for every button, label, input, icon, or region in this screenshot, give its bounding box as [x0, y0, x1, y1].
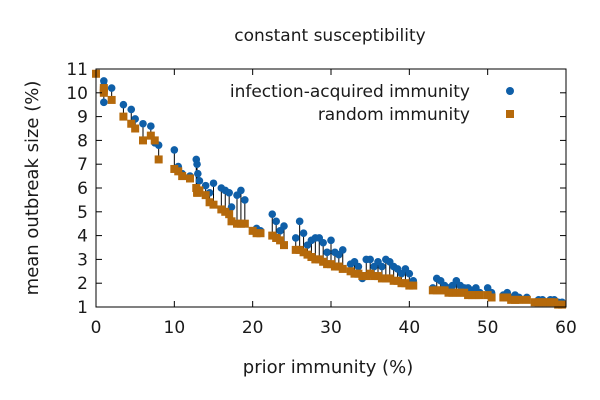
infection-immunity-point: [119, 100, 128, 109]
infection-immunity-point: [225, 188, 233, 197]
series-infection-acquired-immunity: [92, 69, 566, 307]
x-tick-label: 0: [91, 318, 102, 338]
random-immunity-point: [154, 155, 163, 164]
random-immunity-point: [195, 186, 204, 195]
x-axis-ticks: 0 10 20 30 40 50 60: [91, 69, 577, 338]
infection-immunity-point: [147, 122, 155, 130]
infection-immunity-point: [295, 217, 304, 226]
x-axis-title: prior immunity (%): [243, 357, 413, 378]
random-immunity-point: [280, 241, 288, 250]
infection-immunity-point: [291, 234, 300, 242]
infection-immunity-point: [195, 177, 204, 185]
random-immunity-point: [139, 136, 147, 145]
random-immunity-point: [487, 293, 496, 302]
random-immunity-point: [119, 112, 128, 121]
series-random-immunity: [92, 69, 567, 309]
random-immunity-point: [107, 95, 116, 104]
chart-title: constant susceptibility: [234, 26, 425, 46]
random-immunity-point: [558, 300, 567, 309]
legend-label-infection: infection-acquired immunity: [230, 82, 470, 102]
infection-immunity-point: [366, 255, 374, 264]
infection-immunity-point: [323, 248, 331, 257]
infection-immunity-point: [268, 210, 277, 218]
random-immunity-point: [186, 174, 194, 183]
infection-immunity-point: [354, 262, 363, 271]
random-immunity-point: [225, 210, 234, 219]
x-tick-label: 60: [555, 318, 577, 338]
random-immunity-point: [338, 264, 347, 273]
y-axis-title: mean outbreak size (%): [22, 81, 43, 296]
infection-immunity-point: [241, 196, 249, 204]
random-immunity-point: [127, 119, 136, 128]
random-immunity-point: [475, 291, 484, 300]
infection-immunity-point: [170, 146, 179, 154]
infection-immunity-point: [227, 203, 236, 211]
random-immunity-point: [146, 131, 155, 140]
random-immunity-point: [240, 219, 249, 228]
y-axis-ticks: 1 2 3 4 5 6 7 8 9 10 11: [66, 60, 566, 318]
x-tick-label: 30: [320, 318, 342, 338]
random-immunity-point: [522, 295, 531, 304]
x-tick-label: 10: [164, 318, 186, 338]
infection-immunity-point: [405, 269, 414, 278]
legend-marker-random: [506, 110, 514, 118]
random-immunity-point: [227, 217, 236, 226]
infection-immunity-point: [193, 160, 201, 168]
infection-immunity-point: [327, 236, 335, 245]
random-immunity-point: [515, 295, 523, 304]
random-immunity-point: [276, 236, 285, 245]
y-tick-label: 4: [77, 227, 88, 247]
infection-immunity-point: [209, 179, 218, 188]
infection-immunity-point: [378, 262, 386, 271]
x-tick-label: 40: [399, 318, 421, 338]
random-immunity-point: [150, 136, 159, 145]
infection-immunity-point: [319, 238, 327, 247]
legend-label-random: random immunity: [318, 105, 470, 125]
infection-immunity-point: [299, 229, 308, 238]
y-tick-label: 8: [77, 131, 88, 151]
x-tick-label: 50: [477, 318, 499, 338]
infection-immunity-point: [338, 246, 347, 254]
y-tick-label: 1: [77, 298, 88, 318]
random-immunity-point: [131, 124, 140, 133]
random-immunity-point: [99, 86, 108, 95]
random-immunity-point: [256, 229, 265, 238]
y-tick-label: 10: [66, 84, 88, 104]
random-immunity-point: [409, 281, 418, 290]
legend-marker-infection: [506, 87, 514, 95]
legend: infection-acquired immunity random immun…: [230, 82, 514, 125]
y-tick-label: 7: [77, 155, 88, 175]
y-tick-label: 3: [77, 250, 88, 270]
infection-immunity-point: [127, 105, 136, 114]
x-tick-label: 20: [242, 318, 264, 338]
infection-immunity-point: [272, 217, 280, 226]
random-immunity-point: [178, 172, 187, 181]
random-immunity-point: [201, 191, 210, 200]
y-tick-label: 2: [77, 274, 88, 294]
infection-immunity-point: [280, 222, 288, 230]
y-tick-label: 6: [77, 179, 88, 199]
infection-immunity-point: [194, 169, 202, 178]
y-tick-label: 5: [77, 203, 88, 223]
infection-immunity-point: [107, 84, 116, 92]
infection-immunity-point: [100, 98, 108, 107]
y-tick-label: 11: [66, 60, 88, 80]
random-immunity-point: [174, 167, 183, 176]
infection-immunity-point: [201, 181, 210, 190]
infection-immunity-point: [139, 119, 147, 128]
random-immunity-point: [209, 200, 218, 209]
y-tick-label: 9: [77, 108, 88, 128]
infection-immunity-point: [237, 186, 245, 195]
